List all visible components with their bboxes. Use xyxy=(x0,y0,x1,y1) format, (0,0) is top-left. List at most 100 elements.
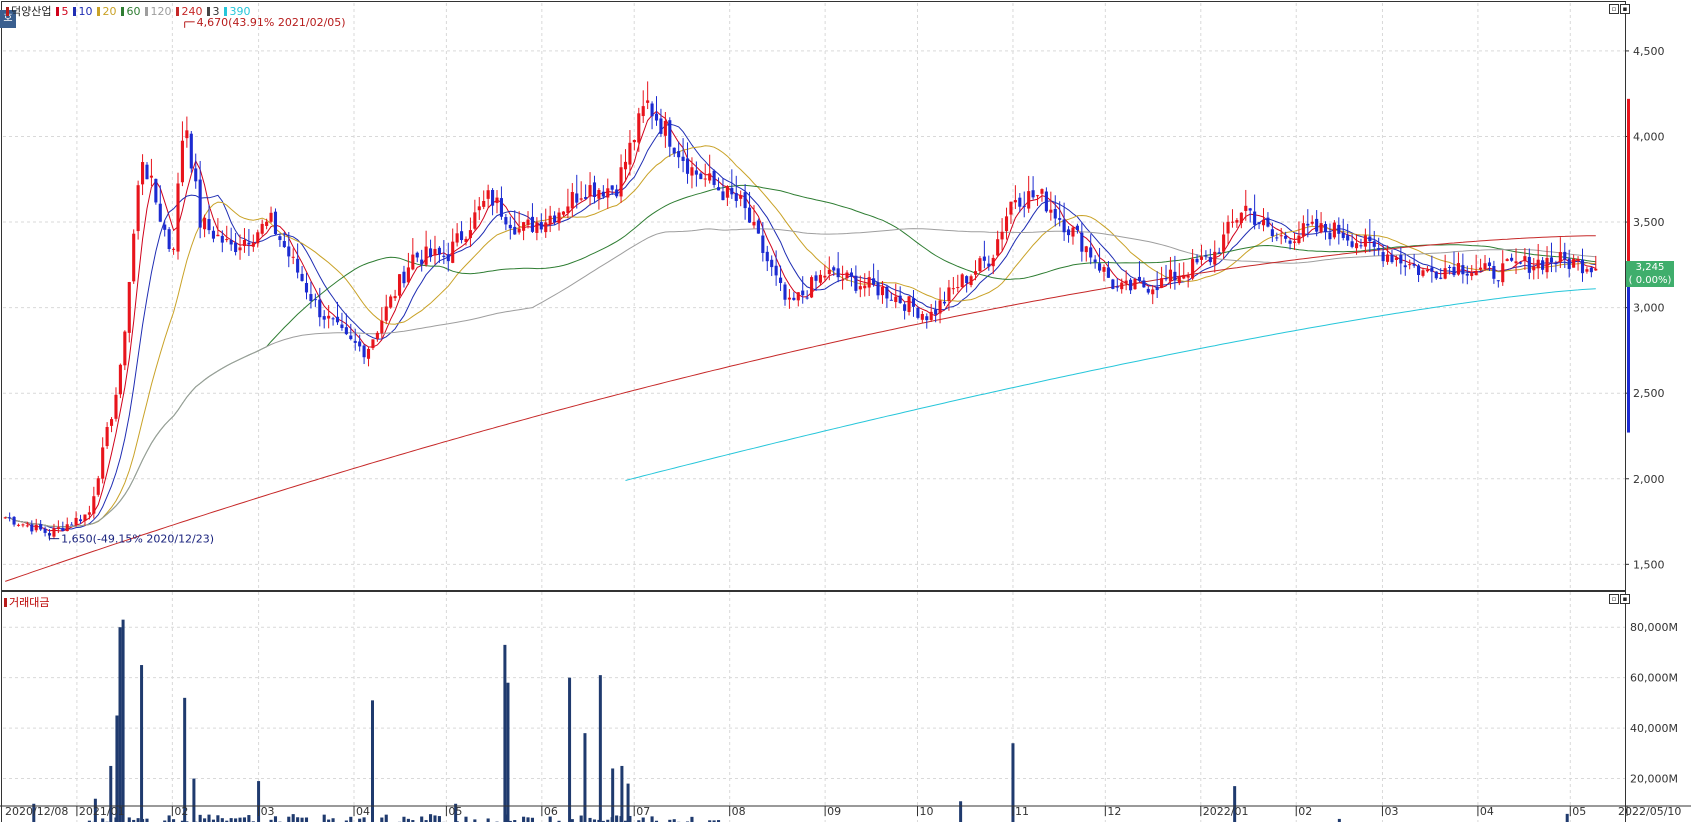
candle-body xyxy=(1302,223,1305,236)
x-tick-label: 06 xyxy=(544,805,558,818)
candle-body xyxy=(1466,274,1469,276)
volume-bar xyxy=(192,779,195,822)
volume-bar xyxy=(487,818,490,822)
candle-body xyxy=(1545,258,1548,272)
volume-bar xyxy=(349,817,352,822)
candle-body xyxy=(531,217,534,232)
close-icon[interactable]: ▪ xyxy=(1620,4,1630,14)
candle-body xyxy=(52,528,55,536)
candle-body xyxy=(1355,243,1358,248)
ma-line-120 xyxy=(5,229,1596,527)
volume-bar xyxy=(568,678,571,822)
candle-body xyxy=(1067,229,1070,235)
candle-body xyxy=(761,236,764,253)
grid xyxy=(2,2,1626,823)
candle-body xyxy=(806,298,809,299)
restore-icon-volume[interactable]: ▫ xyxy=(1609,594,1619,604)
legend-swatch xyxy=(121,7,124,16)
candle-body xyxy=(256,232,259,243)
candle-body xyxy=(464,239,467,242)
candle-body xyxy=(363,346,366,358)
candle-body xyxy=(314,299,317,300)
candle-body xyxy=(1213,252,1216,265)
candle-body xyxy=(1164,278,1167,279)
candle-body xyxy=(106,427,109,446)
candle-body xyxy=(1444,268,1447,278)
candle-body xyxy=(597,190,600,199)
candle-body xyxy=(1249,208,1252,210)
candle-body xyxy=(438,248,441,255)
candle-body xyxy=(123,332,126,366)
candle-body xyxy=(996,239,999,255)
candle-body xyxy=(810,277,813,297)
volume-bar xyxy=(168,815,171,822)
candle-body xyxy=(588,185,591,196)
candle-body xyxy=(345,327,348,334)
candle-body xyxy=(1253,212,1256,225)
candle-body xyxy=(1528,257,1531,273)
volume-bar xyxy=(438,816,441,822)
ma-line-60 xyxy=(5,185,1596,526)
candle-body xyxy=(287,246,290,256)
range-bar-up xyxy=(1627,99,1630,266)
candle-body xyxy=(854,276,857,291)
candle-body xyxy=(845,273,848,279)
volume-bar xyxy=(207,815,210,822)
candle-body xyxy=(1218,252,1221,253)
volume-bar xyxy=(296,817,299,822)
candle-body xyxy=(655,114,658,121)
candle-body xyxy=(1404,265,1407,267)
candle-body xyxy=(1470,272,1473,276)
candle-body xyxy=(1532,266,1535,270)
candle-body xyxy=(535,222,538,233)
ma-legend-item: 20 xyxy=(97,5,116,18)
candle-body xyxy=(247,243,250,245)
price-tick-label: 1,500 xyxy=(1633,558,1665,571)
current-price-tag: 3,245 ( 0.00%) xyxy=(1626,261,1674,287)
candle-body xyxy=(673,148,676,154)
candle-body xyxy=(903,304,906,311)
volume-bar xyxy=(230,818,233,822)
legend-swatch xyxy=(224,7,227,16)
candle-body xyxy=(1133,279,1136,289)
candle-body xyxy=(1306,224,1309,226)
legend-swatch xyxy=(4,598,7,607)
candle-body xyxy=(1399,255,1402,263)
candle-body xyxy=(934,310,937,315)
volume-bar xyxy=(429,814,432,822)
moving-averages xyxy=(5,111,1596,581)
candle-body xyxy=(792,298,795,300)
close-icon-volume[interactable]: ▪ xyxy=(1620,594,1630,604)
volume-bar xyxy=(323,815,326,822)
volume-bar xyxy=(588,818,591,822)
candle-body xyxy=(859,286,862,289)
candle-body xyxy=(584,197,587,199)
candle-body xyxy=(1585,269,1588,271)
candle-body xyxy=(97,478,100,495)
candle-body xyxy=(1009,202,1012,215)
candle-body xyxy=(61,528,64,531)
x-tick-label: 09 xyxy=(827,805,841,818)
candle-body xyxy=(207,219,210,230)
low-annotation: 1,650(-49.15% 2020/12/23) xyxy=(61,533,214,546)
x-tick-label: 2022/05/10 xyxy=(1618,805,1681,818)
candle-body xyxy=(1311,222,1314,224)
candle-body xyxy=(234,243,237,252)
candle-body xyxy=(1125,281,1128,284)
restore-icon[interactable]: ▫ xyxy=(1609,4,1619,14)
candle-body xyxy=(961,274,964,287)
candle-body xyxy=(580,198,583,199)
legend-stock-name: 덕양산업 xyxy=(11,3,51,19)
candle-body xyxy=(1577,259,1580,261)
volume-bar xyxy=(238,818,241,822)
x-tick-label: 2022/01 xyxy=(1203,805,1249,818)
candle-body xyxy=(252,243,255,247)
candle-body xyxy=(930,312,933,320)
x-tick-label: 03 xyxy=(261,805,275,818)
candle-body xyxy=(1537,260,1540,269)
candle-body xyxy=(1023,206,1026,207)
candle-body xyxy=(1120,283,1123,290)
candle-body xyxy=(704,179,707,180)
volume-tick-label: 80,000M xyxy=(1630,621,1678,634)
current-price: 3,245 xyxy=(1626,261,1674,274)
